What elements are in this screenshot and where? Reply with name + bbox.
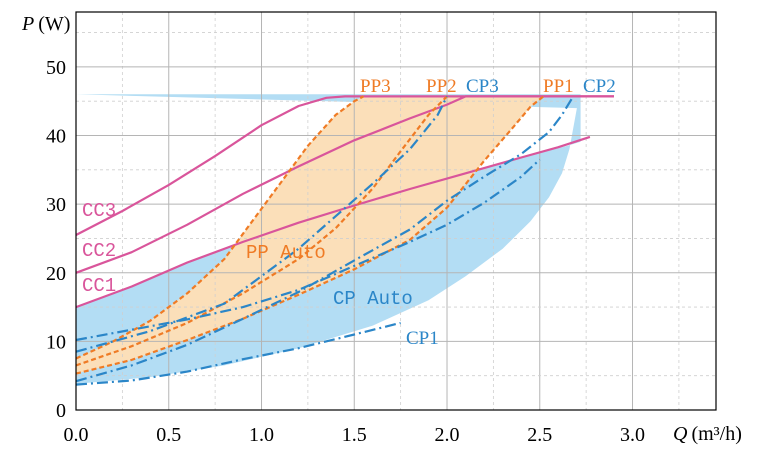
x-tick-label: 0.5	[156, 424, 181, 446]
series-cp1	[75, 321, 401, 386]
label-cp-auto: CP Auto	[333, 288, 413, 310]
x-tick-label: 1.5	[342, 424, 367, 446]
y-axis-label: P (W)	[21, 13, 70, 35]
x-axis-label: Q (m³/h)	[673, 423, 742, 445]
series-cc2	[75, 95, 614, 274]
y-tick-label: 10	[46, 331, 66, 353]
y-tick-label: 40	[46, 126, 66, 148]
series-cc3	[75, 95, 614, 236]
series-cc1	[75, 135, 591, 309]
x-tick-label: 2.5	[527, 424, 552, 446]
pp-region-fill	[76, 96, 544, 374]
label-cp2: CP2	[583, 76, 616, 97]
grid	[76, 12, 716, 410]
series-cp3	[75, 95, 448, 353]
series-pp3	[75, 95, 365, 360]
x-tick-label: 0.0	[64, 424, 89, 446]
x-tick-label: 3.0	[620, 424, 645, 446]
label-pp-auto: PP Auto	[246, 242, 326, 264]
series-cp-auto	[75, 158, 541, 342]
label-pp3: PP3	[360, 76, 391, 97]
tick-labels: 0.0 0.5 1.0 1.5 2.0 2.5 3.0 0 10 20 30 40 50	[46, 57, 645, 446]
y-tick-label: 30	[46, 194, 66, 216]
label-cp3: CP3	[466, 76, 499, 97]
x-tick-label: 2.0	[435, 424, 460, 446]
label-pp2: PP2	[426, 76, 457, 97]
label-pp1: PP1	[543, 76, 574, 97]
label-cp1: CP1	[406, 328, 439, 349]
y-tick-label: 50	[46, 57, 66, 79]
series-pp2	[75, 95, 448, 367]
series-lines	[75, 95, 614, 386]
axes	[75, 11, 717, 411]
y-tick-label: 20	[46, 263, 66, 285]
plot-frame	[75, 11, 717, 411]
y-tick-label: 0	[56, 400, 66, 422]
label-cc3: CC3	[82, 200, 116, 222]
x-tick-label: 1.0	[249, 424, 274, 446]
label-cc1: CC1	[82, 275, 116, 297]
label-cc2: CC2	[82, 240, 116, 262]
annotations: CC1 CC2 CC3 PP1 PP2 PP3 PP Auto CP1 CP2 CP3 CP Aut…	[82, 76, 616, 349]
